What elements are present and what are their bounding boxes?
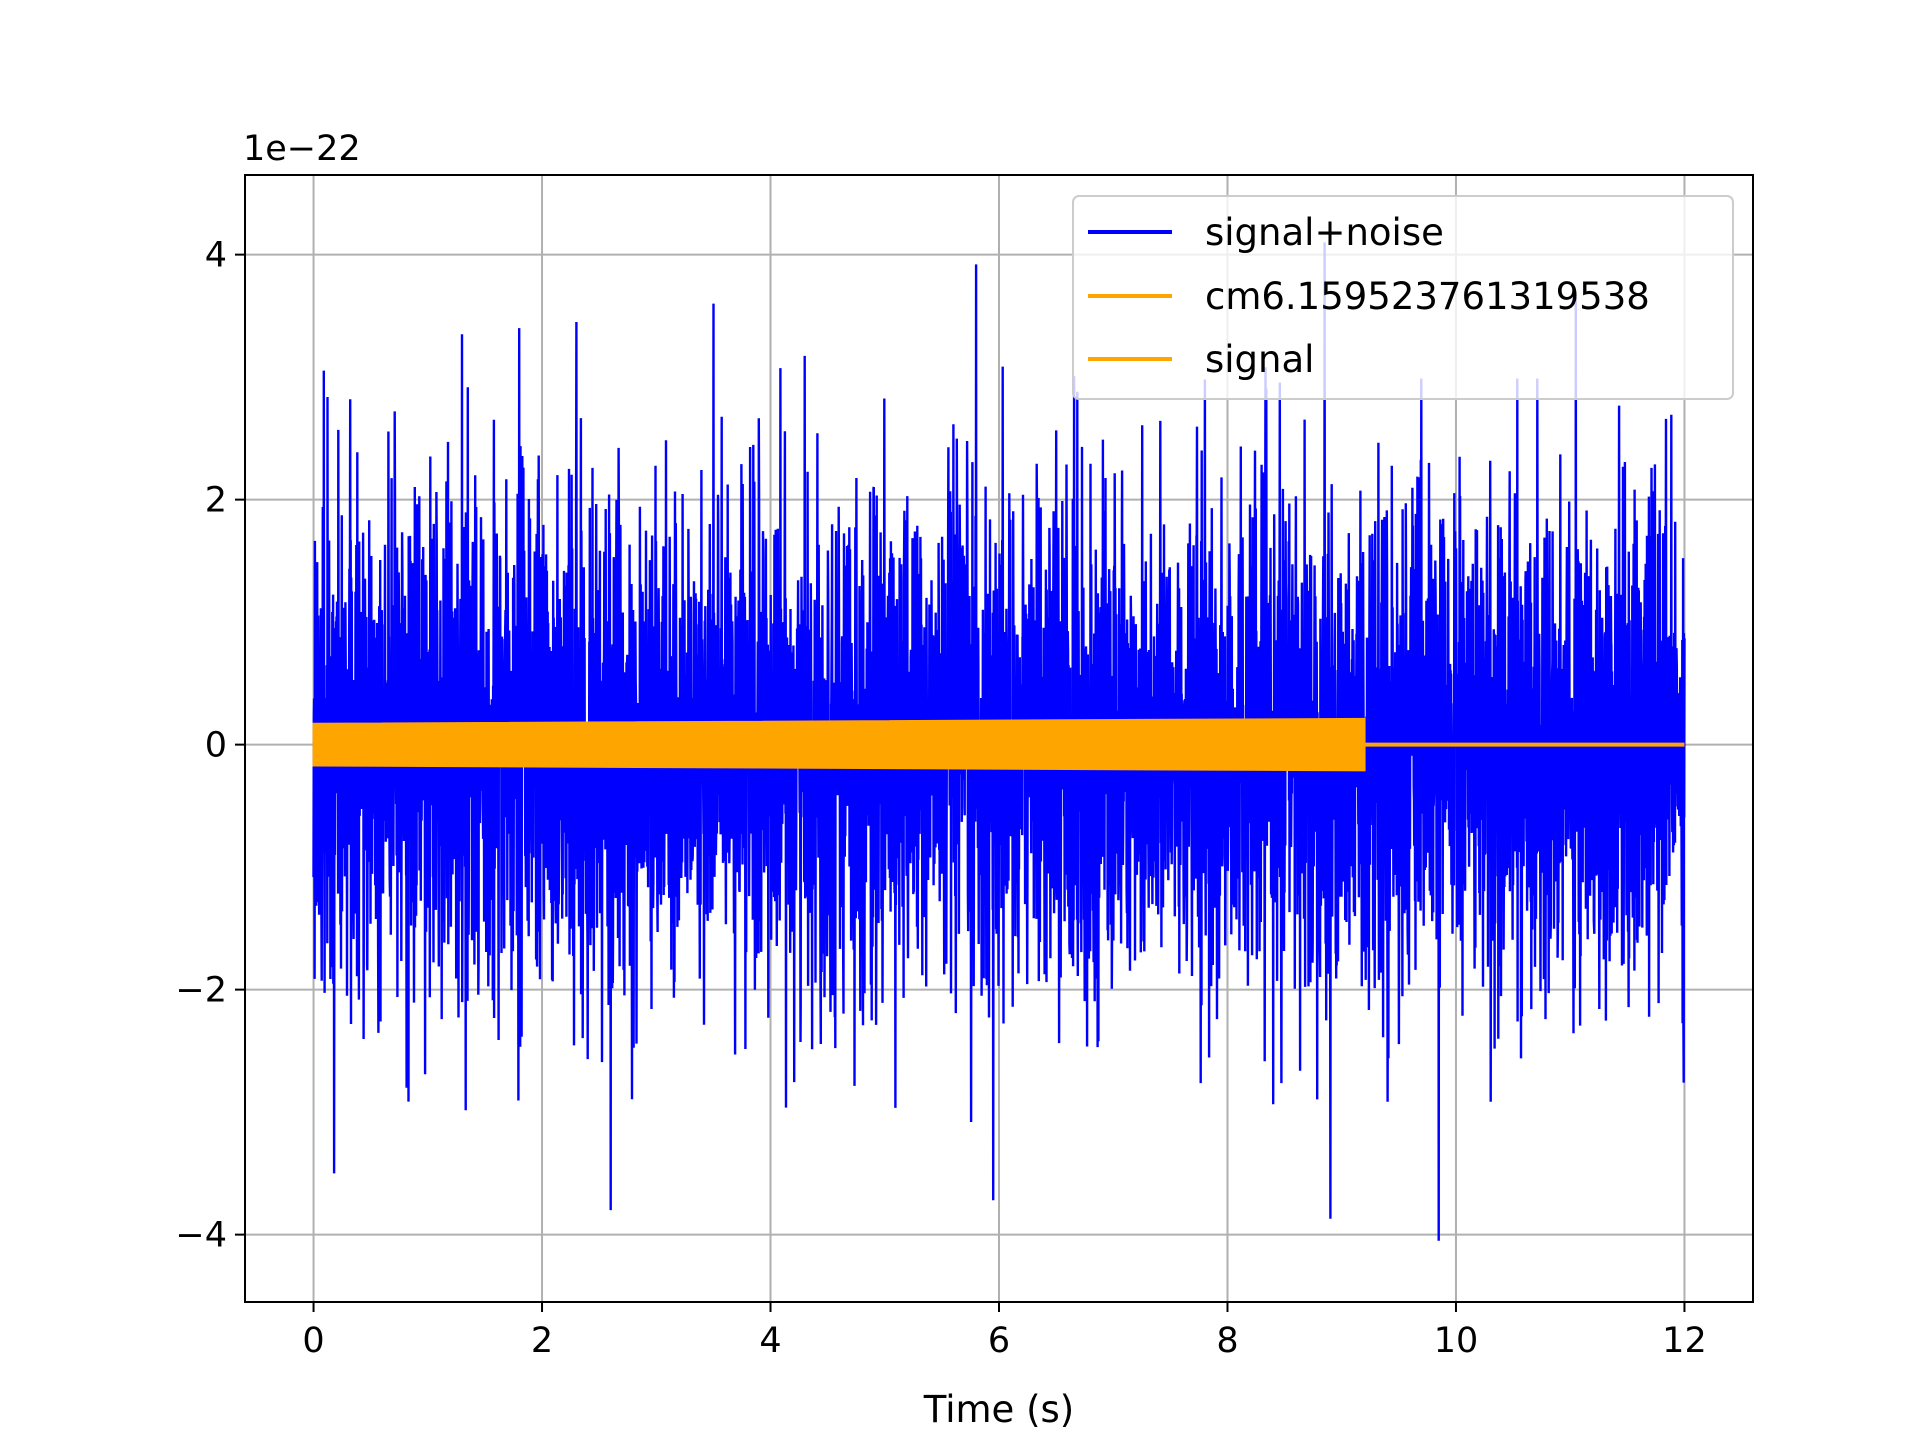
- x-tick-label: 4: [759, 1321, 781, 1361]
- y-axis: −4 −2 0 2 4: [175, 236, 245, 1256]
- x-tick-label: 0: [302, 1321, 324, 1361]
- x-tick-label: 6: [988, 1321, 1010, 1361]
- y-tick-label: −4: [175, 1216, 227, 1256]
- x-tick-label: 10: [1434, 1321, 1479, 1361]
- x-tick-label: 2: [531, 1321, 553, 1361]
- y-offset-label: 1e−22: [243, 129, 361, 169]
- legend-label-cm: cm6.159523761319538: [1205, 275, 1650, 318]
- legend-label-signal: signal: [1205, 338, 1314, 381]
- series-line-signal: [312, 717, 1366, 772]
- x-tick-label: 12: [1662, 1321, 1707, 1361]
- y-tick-label: −2: [175, 971, 227, 1011]
- y-tick-label: 2: [205, 481, 227, 521]
- x-tick-label: 8: [1216, 1321, 1238, 1361]
- y-tick-label: 4: [205, 236, 227, 276]
- legend-box: [1072, 195, 1734, 400]
- legend: signal+noise cm6.159523761319538 signal: [1072, 195, 1734, 400]
- y-tick-label: 0: [205, 726, 227, 766]
- legend-label-signal-noise: signal+noise: [1205, 211, 1444, 254]
- x-axis-label: Time (s): [923, 1388, 1074, 1431]
- x-axis: 0 2 4 6 8 10 12: [302, 1302, 1707, 1361]
- plot-content: [312, 242, 1686, 1241]
